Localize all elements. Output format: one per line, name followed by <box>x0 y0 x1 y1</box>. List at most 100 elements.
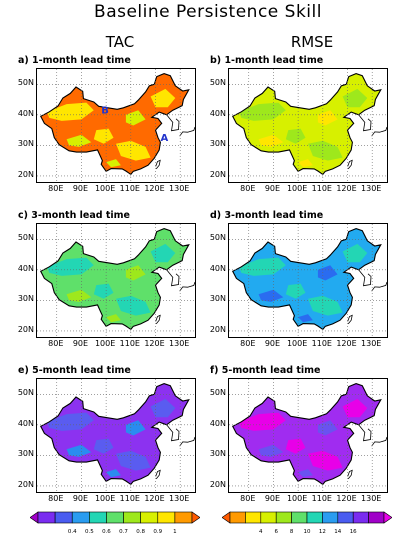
skill-patch <box>46 102 94 121</box>
colorbar-swatch <box>123 511 141 524</box>
colorbar-tick-label: 0.9 <box>153 529 163 535</box>
lon-tick-label: 100E <box>94 494 116 503</box>
lat-tick-label: 40N <box>209 263 226 273</box>
coastline <box>166 114 180 132</box>
lon-tick-label: 110E <box>119 339 140 348</box>
skill-accent <box>106 314 121 323</box>
lon-tick-label: 80E <box>240 494 256 503</box>
lat-tick-label: 20N <box>17 479 34 489</box>
skill-accent <box>66 134 92 147</box>
lon-tick-label: 90E <box>264 339 281 348</box>
coastline <box>358 114 372 132</box>
colorbar-tick-label: 16 <box>349 529 357 535</box>
lat-tick-label: 50N <box>209 233 226 243</box>
map-panel-5: e) 5-month lead time 20N 30N 40N 50N 80E 90E 10… <box>14 365 204 509</box>
skill-patch <box>116 295 151 316</box>
lon-tick-label: 80E <box>48 184 64 193</box>
lon-tick-label: 90E <box>72 339 89 348</box>
lat-tick-label: 30N <box>209 449 226 459</box>
lon-tick-label: 100E <box>286 184 308 193</box>
lat-tick-label: 50N <box>17 78 34 88</box>
lat-tick-label: 30N <box>209 294 226 304</box>
lon-tick-label: 100E <box>94 339 116 348</box>
column-title-rmse: RMSE <box>290 33 334 51</box>
map-annotation: A <box>160 133 168 144</box>
skill-patch <box>238 412 286 431</box>
colorbar-tick-label: 8 <box>289 529 294 535</box>
panel-label: e) 5-month lead time <box>18 365 131 376</box>
colorbar-swatch <box>191 511 200 524</box>
coastline <box>358 424 372 442</box>
lat-tick-label: 50N <box>209 388 226 398</box>
skill-patch <box>150 243 176 263</box>
skill-accent <box>66 289 92 302</box>
lon-tick-label: 120E <box>144 184 165 193</box>
skill-patch <box>116 140 151 161</box>
skill-patch <box>308 295 343 316</box>
colorbar-tick-label: 4 <box>259 529 263 535</box>
colorbar-swatch <box>89 511 107 524</box>
skill-accent <box>258 444 284 457</box>
lon-tick-label: 130E <box>169 184 190 193</box>
lon-tick-label: 100E <box>286 494 308 503</box>
colorbar-swatch <box>106 511 124 524</box>
lat-tick-label: 20N <box>17 169 34 179</box>
skill-accent <box>298 159 313 168</box>
lat-tick-label: 30N <box>17 449 34 459</box>
lon-tick-label: 130E <box>361 184 382 193</box>
lon-tick-label: 120E <box>144 494 165 503</box>
lon-tick-label: 110E <box>119 184 140 193</box>
skill-accent <box>106 159 121 168</box>
skill-patch <box>308 450 343 471</box>
skill-accent <box>298 314 313 323</box>
tac-colorbar <box>30 511 200 524</box>
country-border <box>39 383 190 486</box>
coastline <box>347 159 353 170</box>
skill-patch <box>93 128 114 144</box>
skill-accent <box>298 469 313 478</box>
lon-tick-label: 110E <box>311 184 332 193</box>
china-field <box>232 228 381 330</box>
skill-patch <box>342 398 368 418</box>
lon-tick-label: 80E <box>240 339 256 348</box>
coastline <box>371 281 387 292</box>
coastline <box>155 314 161 325</box>
coastline <box>371 436 387 447</box>
coastline <box>166 269 180 287</box>
coastline <box>347 469 353 480</box>
panel-label: d) 3-month lead time <box>210 210 324 221</box>
skill-patch <box>285 128 306 144</box>
lon-tick-label: 120E <box>336 339 357 348</box>
panel-label: a) 1-month lead time <box>18 55 131 66</box>
colorbar-swatch <box>383 511 392 524</box>
skill-patch <box>238 257 286 276</box>
lon-tick-label: 120E <box>336 494 357 503</box>
china-field <box>232 383 381 485</box>
skill-patch <box>285 438 306 454</box>
map-panel-4: d) 3-month lead time 20N 30N 40N 50N 80E 90E 10… <box>206 210 396 354</box>
colorbar-swatch <box>245 511 262 524</box>
map-panel-1: a) 1-month lead time B A 20N 30N 40N 50N 80E 90E… <box>14 55 204 199</box>
skill-patch <box>93 438 114 454</box>
skill-accent <box>258 289 284 302</box>
lat-tick-label: 30N <box>17 139 34 149</box>
lon-tick-label: 130E <box>361 494 382 503</box>
china-field <box>40 228 189 330</box>
skill-accent <box>106 469 121 478</box>
skill-patch <box>238 102 286 121</box>
lon-tick-label: 120E <box>144 339 165 348</box>
lon-tick-label: 90E <box>264 494 281 503</box>
lon-tick-label: 130E <box>361 339 382 348</box>
panel-label: f) 5-month lead time <box>210 365 321 376</box>
panel-label: b) 1-month lead time <box>210 55 324 66</box>
colorbar-swatch <box>291 511 308 524</box>
lon-tick-label: 110E <box>311 494 332 503</box>
skill-patch <box>150 398 176 418</box>
lat-tick-label: 40N <box>17 418 34 428</box>
china-field <box>40 73 189 175</box>
lat-tick-label: 20N <box>209 324 226 334</box>
skill-accent <box>258 134 284 147</box>
lon-tick-label: 90E <box>72 494 89 503</box>
lon-tick-label: 110E <box>311 339 332 348</box>
figure-title: Baseline Persistence Skill <box>94 2 322 22</box>
